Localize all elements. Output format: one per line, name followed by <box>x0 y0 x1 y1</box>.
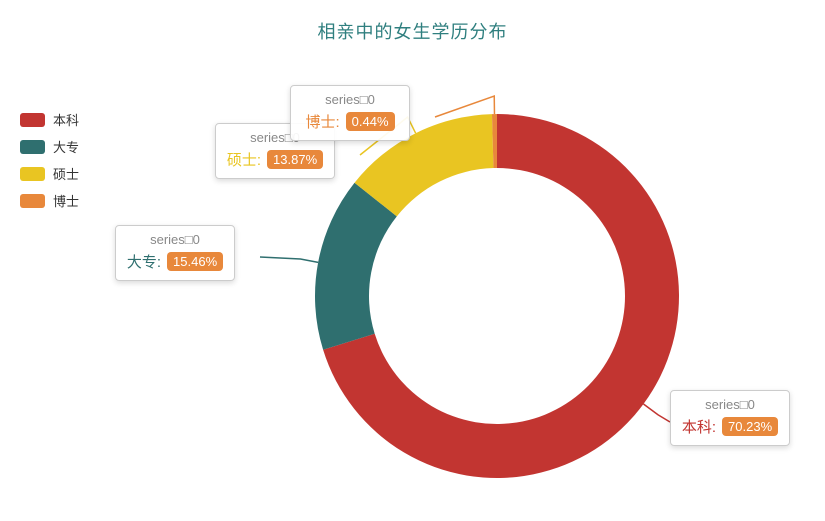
slice-大专[interactable] <box>315 183 397 350</box>
tooltip-slice-label: 本科: <box>682 416 716 437</box>
tooltip-slice-label: 博士: <box>305 111 339 132</box>
tooltip-博士: series□0 博士: 0.44% <box>290 85 410 141</box>
leader-line <box>435 96 494 117</box>
leader-line <box>643 404 670 422</box>
tooltip-series-label: series□0 <box>126 232 224 247</box>
tooltip-slice-label: 大专: <box>127 251 161 272</box>
tooltip-大专: series□0 大专: 15.46% <box>115 225 235 281</box>
tooltip-value-badge: 13.87% <box>267 150 323 169</box>
tooltip-value-badge: 15.46% <box>167 252 223 271</box>
tooltip-本科: series□0 本科: 70.23% <box>670 390 790 446</box>
leader-line <box>260 257 318 262</box>
tooltip-series-label: series□0 <box>301 92 399 107</box>
tooltip-series-label: series□0 <box>681 397 779 412</box>
tooltip-value-badge: 70.23% <box>722 417 778 436</box>
tooltip-value-badge: 0.44% <box>346 112 395 131</box>
tooltip-slice-label: 硕士: <box>227 149 261 170</box>
